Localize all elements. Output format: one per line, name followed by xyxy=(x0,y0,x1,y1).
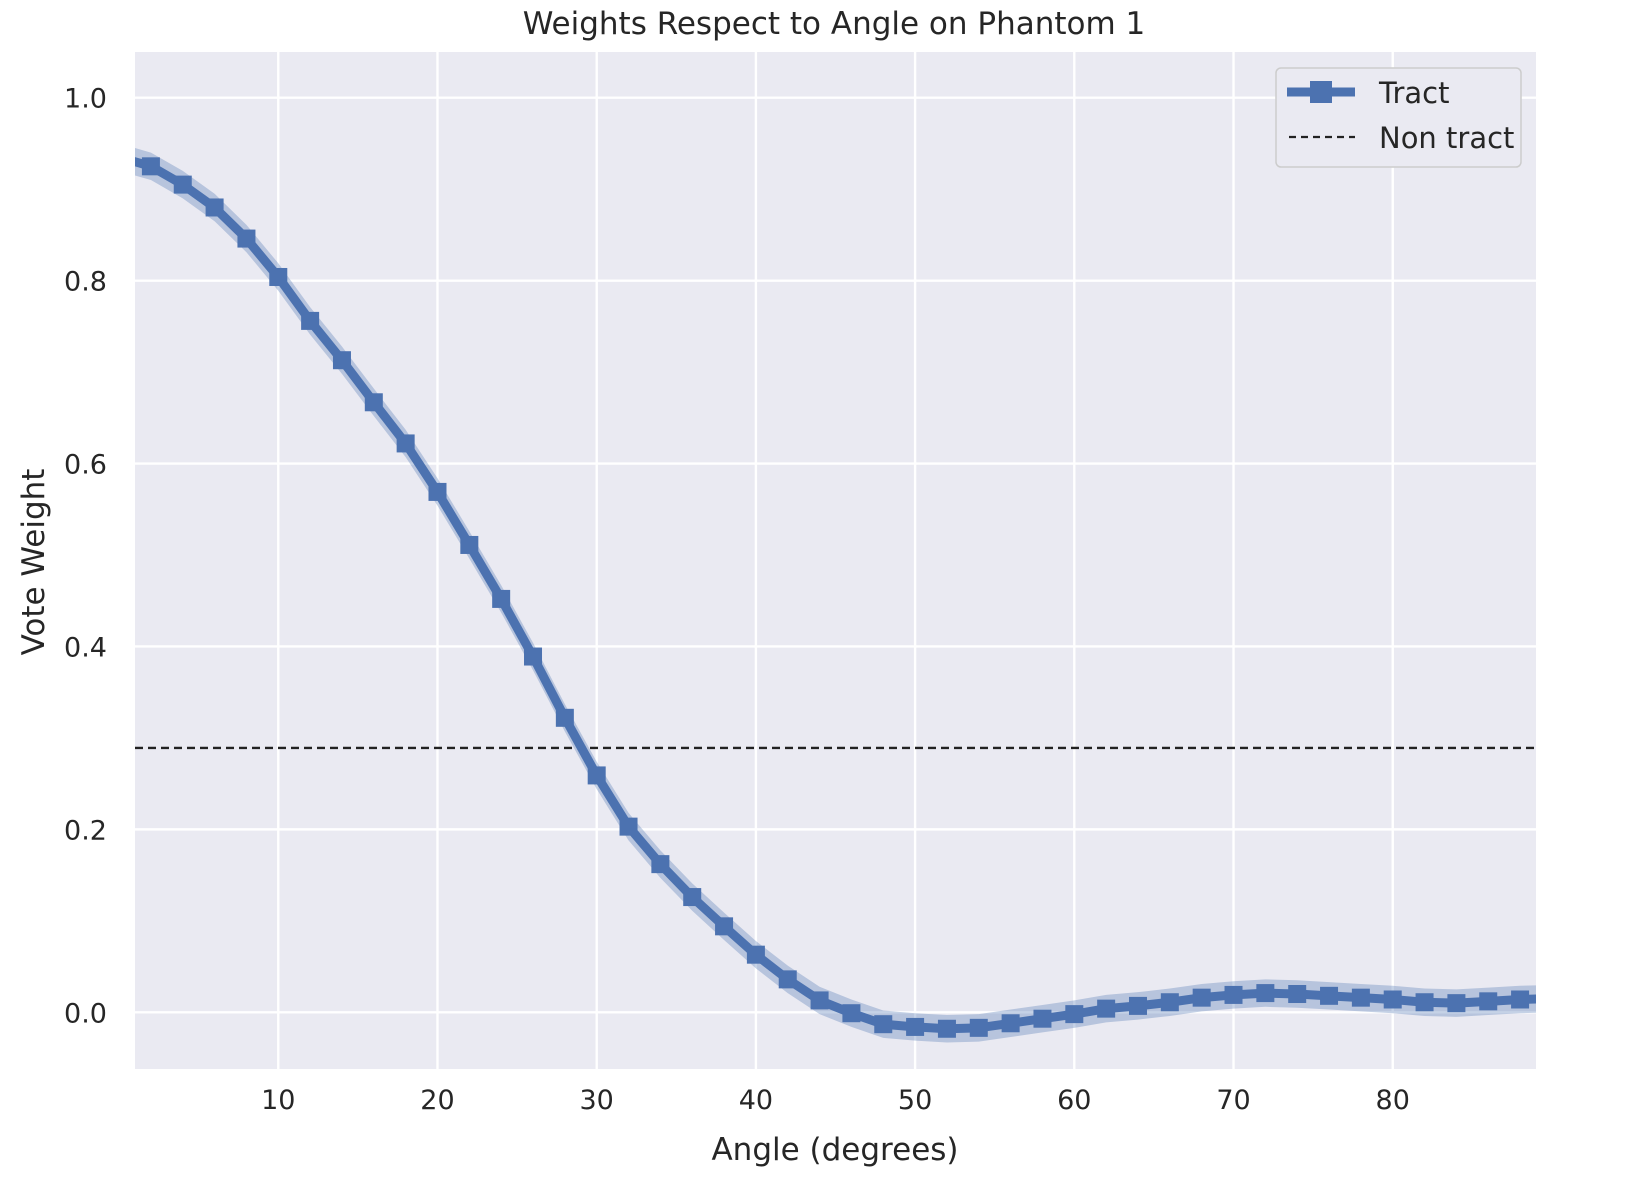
legend: Tract Non tract xyxy=(1275,67,1522,168)
tract-point xyxy=(205,198,224,217)
tract-point xyxy=(906,1017,925,1036)
y-tick-label: 0.2 xyxy=(64,815,107,846)
tract-point xyxy=(1479,992,1498,1011)
x-tick-label: 80 xyxy=(1376,1085,1410,1116)
tract-point xyxy=(810,991,829,1010)
tract-point xyxy=(937,1019,956,1038)
tract-point xyxy=(173,175,192,194)
y-axis-ticks: 0.0 0.2 0.4 0.6 0.8 1.0 xyxy=(64,84,107,1030)
tract-point xyxy=(492,589,511,608)
tract-point xyxy=(1033,1009,1052,1028)
tract-point xyxy=(1511,990,1530,1009)
tract-point xyxy=(237,229,256,248)
tract-point xyxy=(1128,996,1147,1015)
chart-title: Weights Respect to Angle on Phantom 1 xyxy=(523,6,1146,42)
tract-point xyxy=(683,888,702,907)
tract-point xyxy=(969,1018,988,1037)
tract-point xyxy=(1383,990,1402,1009)
tract-point xyxy=(1224,985,1243,1004)
x-axis-title: Angle (degrees) xyxy=(711,1132,958,1168)
y-tick-label: 0.4 xyxy=(64,632,107,663)
legend-non-tract-label: Non tract xyxy=(1379,121,1514,155)
tract-point xyxy=(555,708,574,727)
y-tick-label: 1.0 xyxy=(64,84,107,115)
tract-point xyxy=(874,1015,893,1034)
tract-point xyxy=(524,647,543,666)
y-tick-label: 0.6 xyxy=(64,450,107,481)
tract-point xyxy=(428,482,447,501)
tract-point xyxy=(141,157,160,176)
tract-point xyxy=(332,351,351,370)
y-tick-label: 0.8 xyxy=(64,267,107,298)
legend-tract-label: Tract xyxy=(1378,76,1449,110)
x-tick-label: 30 xyxy=(580,1085,614,1116)
tract-point xyxy=(1097,999,1116,1018)
tract-point xyxy=(1001,1014,1020,1033)
x-tick-label: 60 xyxy=(1057,1085,1091,1116)
y-tick-label: 0.0 xyxy=(64,998,107,1029)
tract-point xyxy=(460,535,479,554)
tract-point xyxy=(301,311,320,330)
x-tick-label: 70 xyxy=(1216,1085,1250,1116)
x-tick-label: 50 xyxy=(898,1085,932,1116)
tract-point xyxy=(1288,985,1307,1004)
tract-point xyxy=(1256,984,1275,1003)
tract-line xyxy=(135,157,1536,1034)
y-axis-title: Vote Weight xyxy=(16,469,52,656)
tract-point xyxy=(1065,1005,1084,1024)
tract-point xyxy=(1192,988,1211,1007)
tract-point xyxy=(1351,988,1370,1007)
x-tick-label: 10 xyxy=(261,1085,295,1116)
tract-point xyxy=(1447,994,1466,1013)
tract-point xyxy=(619,817,638,836)
plot-area xyxy=(135,52,1536,1069)
tract-point xyxy=(1160,993,1179,1012)
tract-point xyxy=(587,766,606,785)
tract-series xyxy=(110,148,1561,1038)
x-axis-ticks: 10 20 30 40 50 60 70 80 xyxy=(261,1085,1410,1116)
tract-point xyxy=(364,393,383,412)
tract-point xyxy=(715,917,734,936)
tract-point xyxy=(746,945,765,964)
tract-point xyxy=(1415,993,1434,1012)
tract-point xyxy=(1320,986,1339,1005)
tract-point xyxy=(269,267,288,286)
x-tick-label: 20 xyxy=(420,1085,454,1116)
tract-point xyxy=(651,855,670,874)
tract-point xyxy=(778,970,797,989)
tract-point xyxy=(396,434,415,453)
legend-tract-marker xyxy=(1310,81,1332,103)
x-tick-label: 40 xyxy=(739,1085,773,1116)
tract-point xyxy=(110,148,128,166)
tract-point xyxy=(1543,990,1561,1008)
tract-point xyxy=(842,1004,861,1023)
